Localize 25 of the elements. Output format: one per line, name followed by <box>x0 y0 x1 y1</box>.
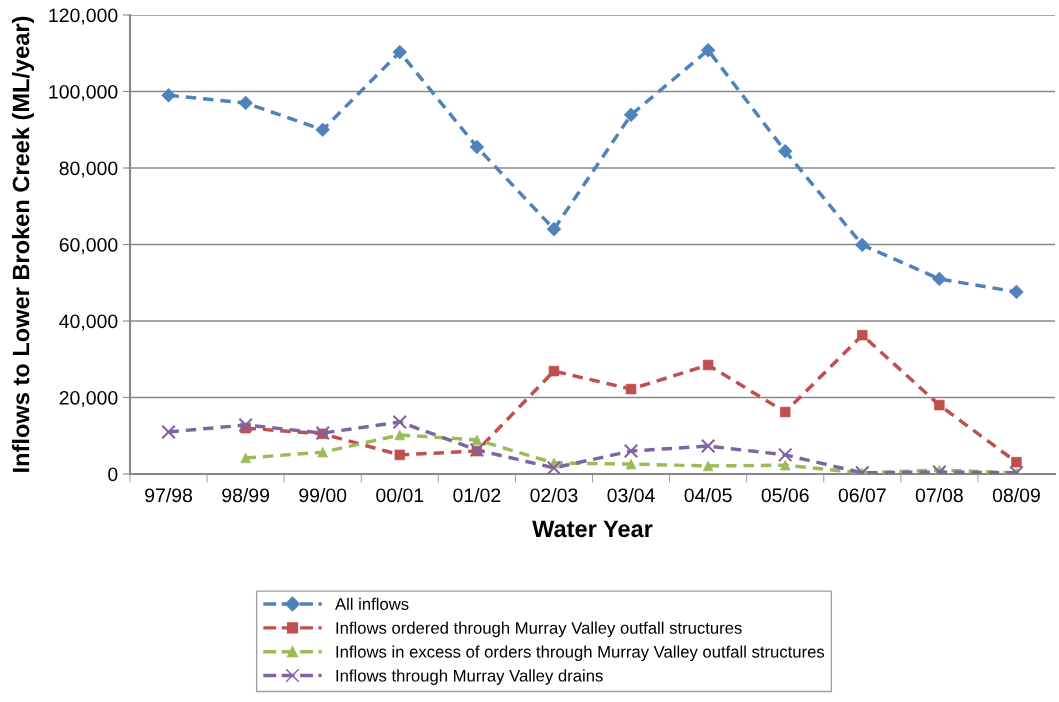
legend-label: Inflows in excess of orders through Murray Valley outfall structures <box>336 645 825 662</box>
y-tick-label: 20,000 <box>59 390 118 408</box>
x-tick-label: 04/05 <box>684 487 732 503</box>
y-tick-label: 40,000 <box>59 314 118 331</box>
y-tick-label: 80,000 <box>59 161 118 178</box>
legend-label: All inflows <box>335 597 409 610</box>
y-tick-label: 0 <box>108 467 118 482</box>
legend-label: Inflows ordered through Murray Valley outfall structures <box>336 621 742 638</box>
x-tick-label: 98/99 <box>222 487 270 503</box>
x-tick-label: 03/04 <box>607 487 655 503</box>
x-tick-label: 08/09 <box>992 487 1040 503</box>
x-tick-label: 06/07 <box>838 487 886 503</box>
x-tick-label: 97/98 <box>145 487 193 503</box>
y-axis-title: Inflows to Lower Broken Creek (ML/year) <box>12 16 35 472</box>
y-tick-label: 60,000 <box>59 237 118 255</box>
legend-label: Inflows through Murray Valley drains <box>336 669 603 685</box>
x-tick-label: 07/08 <box>915 487 963 503</box>
x-tick-label: 02/03 <box>530 487 578 503</box>
x-tick-label: 01/02 <box>453 487 501 503</box>
y-tick-label: 120,000 <box>49 8 118 25</box>
x-axis-title: Water Year <box>532 520 653 538</box>
x-tick-label: 00/01 <box>376 487 424 503</box>
y-tick-label: 100,000 <box>49 84 118 102</box>
x-tick-label: 99/00 <box>299 487 347 503</box>
x-tick-label: 05/06 <box>761 487 809 503</box>
